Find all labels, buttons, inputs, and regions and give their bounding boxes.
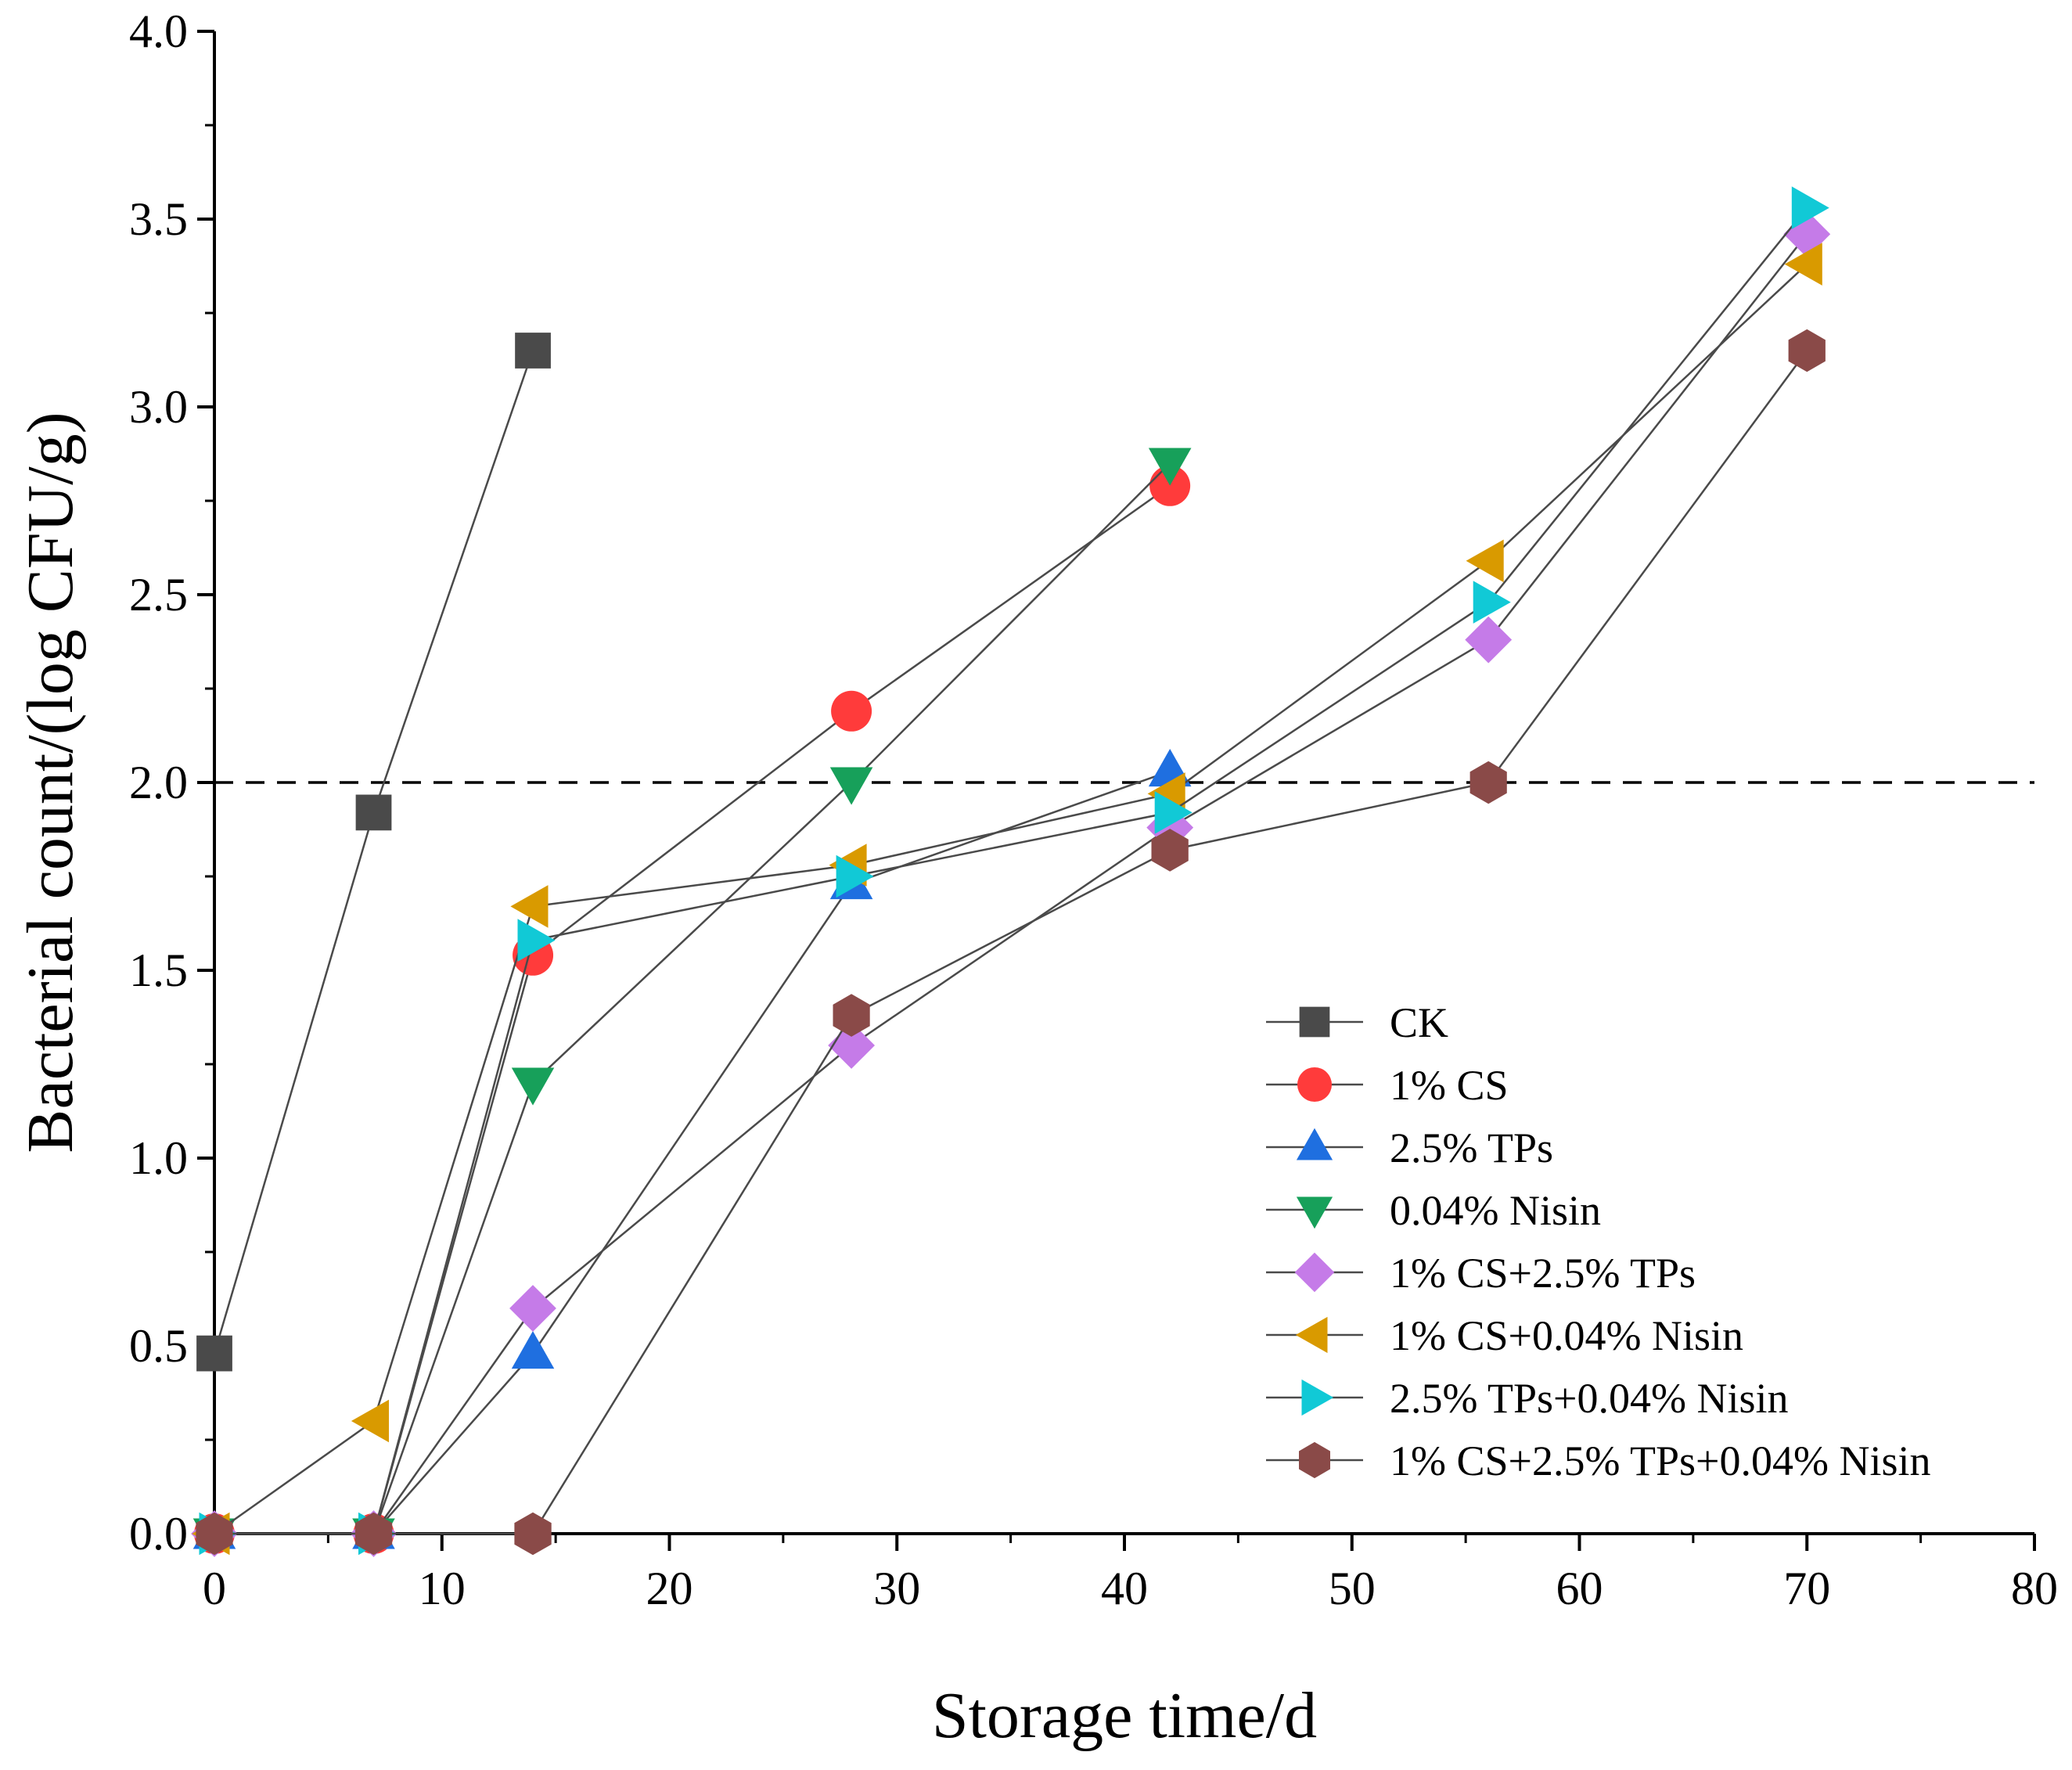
data-point (1465, 616, 1513, 664)
data-point (510, 885, 549, 928)
data-point (515, 333, 551, 369)
x-axis-title: Storage time/d (932, 1679, 1317, 1752)
y-axis-title: Bacterial count/(log CFU/g) (14, 412, 87, 1153)
legend-item: 1% CS+0.04% Nisin (1266, 1312, 1743, 1359)
legend-label: 1% CS (1390, 1062, 1509, 1109)
x-tick-label: 80 (2011, 1563, 2058, 1614)
x-tick-label: 10 (419, 1563, 466, 1614)
data-point (514, 1512, 552, 1556)
data-point (354, 1512, 393, 1556)
series-1 (196, 333, 551, 1372)
data-point (1469, 761, 1507, 804)
series-line (213, 350, 534, 1354)
legend-label: 0.04% Nisin (1390, 1187, 1601, 1234)
data-point (1788, 329, 1826, 372)
data-point (351, 1399, 389, 1443)
data-point (1791, 186, 1829, 229)
series-line (214, 484, 1171, 1535)
legend-marker (1294, 1252, 1335, 1293)
x-tick-label: 50 (1329, 1563, 1376, 1614)
y-tick-label: 3.5 (129, 193, 188, 245)
data-point (517, 919, 556, 962)
legend-item: 0.04% Nisin (1266, 1187, 1601, 1234)
data-point (1784, 243, 1822, 286)
legend-label: 1% CS+0.04% Nisin (1390, 1312, 1743, 1359)
data-point (511, 1067, 555, 1106)
legend-item: 2.5% TPs+0.04% Nisin (1266, 1375, 1789, 1422)
data-point (831, 690, 872, 732)
data-point (833, 994, 870, 1037)
y-tick-label: 3.0 (129, 381, 188, 433)
legend-item: 1% CS+2.5% TPs (1266, 1250, 1696, 1297)
y-axis-ticks: 0.0 0.5 1.0 1.5 2.0 2.5 3.0 3.5 4.0 (129, 5, 214, 1560)
y-tick-label: 1.5 (129, 944, 188, 996)
y-tick-label: 2.5 (129, 569, 188, 621)
series-3 (192, 749, 1192, 1549)
data-point (1154, 791, 1192, 834)
data-point (511, 1331, 555, 1369)
data-point (355, 794, 392, 831)
legend-label: 2.5% TPs (1390, 1124, 1553, 1171)
data-point (1151, 829, 1189, 872)
legend-item: 1% CS+2.5% TPs+0.04% Nisin (1266, 1437, 1930, 1484)
series-line (214, 462, 1171, 1535)
chart-legend: CK 1% CS 2.5% TPs 0.04% Nisin 1% CS+2.5% TPs… (1266, 999, 1930, 1484)
data-point (829, 767, 873, 805)
legend-item: 1% CS (1266, 1062, 1509, 1109)
data-point (196, 1335, 232, 1372)
data-point (1466, 539, 1504, 583)
legend-item: 2.5% TPs (1266, 1124, 1553, 1171)
legend-marker (1297, 1067, 1332, 1102)
data-point (1473, 581, 1511, 624)
x-tick-label: 30 (873, 1563, 920, 1614)
legend-label: 1% CS+2.5% TPs+0.04% Nisin (1390, 1437, 1930, 1484)
data-point (1148, 448, 1192, 486)
legend-item: CK (1266, 999, 1448, 1046)
series-8 (196, 329, 1826, 1556)
data-point (1146, 804, 1194, 851)
y-tick-label: 0.0 (129, 1508, 188, 1560)
legend-label: CK (1390, 999, 1448, 1046)
x-tick-label: 0 (203, 1563, 226, 1614)
x-tick-label: 20 (646, 1563, 693, 1614)
x-tick-label: 40 (1101, 1563, 1148, 1614)
legend-marker (1296, 1128, 1333, 1160)
legend-marker (1299, 1441, 1330, 1479)
data-point (836, 854, 874, 898)
data-point (196, 1512, 233, 1556)
legend-marker (1299, 1006, 1330, 1038)
legend-marker (1301, 1379, 1334, 1416)
y-tick-label: 0.5 (129, 1320, 188, 1372)
x-tick-label: 60 (1556, 1563, 1603, 1614)
legend-marker (1296, 1196, 1333, 1229)
legend-label: 2.5% TPs+0.04% Nisin (1390, 1375, 1789, 1422)
data-point (509, 1285, 556, 1332)
legend-marker (1295, 1316, 1328, 1354)
data-point (1149, 465, 1191, 506)
x-tick-label: 70 (1783, 1563, 1830, 1614)
series-4 (192, 448, 1192, 1556)
series-layer (191, 186, 1831, 1557)
series-2 (194, 465, 1191, 1554)
y-tick-label: 1.0 (129, 1132, 188, 1184)
y-tick-label: 4.0 (129, 5, 188, 57)
legend-label: 1% CS+2.5% TPs (1390, 1250, 1696, 1297)
y-tick-label: 2.0 (129, 757, 188, 808)
x-axis-ticks: 0 10 20 30 40 50 60 70 80 (203, 1534, 2058, 1614)
